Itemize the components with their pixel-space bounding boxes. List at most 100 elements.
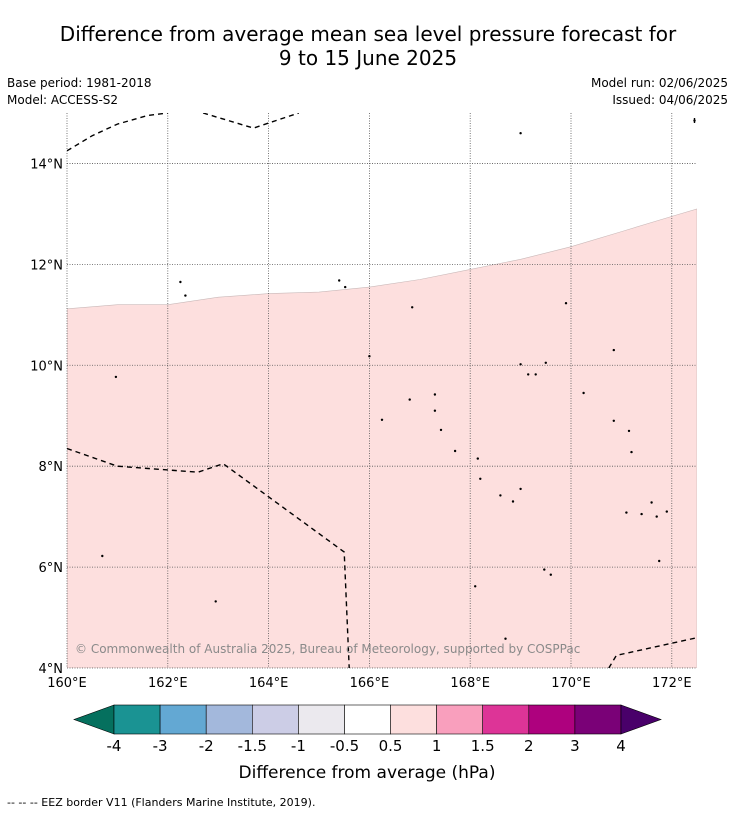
island-5 (338, 279, 341, 282)
island-24 (534, 373, 537, 376)
lat-tick-label: 10°N (30, 359, 63, 374)
colorbar-segment-4 (298, 704, 345, 735)
colorbar-segment-8 (482, 704, 530, 735)
lat-tick-label: 6°N (39, 561, 64, 576)
lon-tick-label: 160°E (47, 676, 87, 691)
island-14 (453, 449, 457, 453)
island-23 (527, 373, 530, 376)
island-7 (368, 355, 371, 358)
island-6 (344, 285, 347, 289)
colorbar-segment-6 (390, 704, 437, 735)
colorbar-segment-2 (205, 704, 253, 735)
colorbar-segment-10 (574, 704, 622, 735)
eez-border-3 (608, 637, 697, 668)
island-29 (582, 391, 585, 395)
island-10 (408, 398, 411, 401)
eez-border-1 (202, 113, 300, 129)
island-32 (627, 429, 631, 433)
eez-legend-footer: -- -- -- EEZ border V11 (Flanders Marine… (7, 796, 316, 809)
lon-tick-label: 166°E (350, 676, 390, 691)
island-25 (544, 361, 547, 364)
copyright-notice: © Commonwealth of Australia 2025, Bureau… (75, 642, 580, 656)
colorbar-tick-label: 4 (616, 737, 626, 755)
island-31 (612, 419, 615, 422)
island-22 (519, 363, 522, 366)
island-41 (693, 119, 696, 122)
colorbar-tick-label: 1.5 (471, 737, 495, 755)
colorbar-segment-3 (252, 704, 299, 735)
island-33 (630, 450, 633, 454)
eez-border-0 (67, 113, 168, 152)
lat-tick-label: 8°N (39, 460, 64, 475)
eez-border-2 (67, 447, 350, 668)
island-35 (640, 512, 643, 516)
island-18 (511, 500, 515, 503)
colorbar-tick-label: -0.5 (330, 737, 359, 755)
meta-left: Base period: 1981-2018 Model: ACCESS-S2 (7, 75, 152, 109)
colorbar-tick-label: -4 (107, 737, 122, 755)
island-21 (504, 637, 507, 640)
island-1 (101, 554, 104, 558)
island-3 (184, 294, 187, 297)
colorbar: -4 -3 -2 -1.5 -1 -0.5 0.5 1 1.5 2 3 4 (73, 704, 662, 755)
island-11 (433, 393, 437, 396)
colorbar-segment-7 (436, 704, 484, 735)
island-2 (179, 280, 182, 284)
colorbar-tick-label: -1.5 (238, 737, 267, 755)
lon-tick-label: 164°E (249, 676, 289, 691)
lat-tick-label: 14°N (30, 157, 63, 172)
title-line-2: 9 to 15 June 2025 (278, 46, 458, 70)
island-13 (439, 428, 443, 432)
lat-tick-label: 4°N (39, 662, 64, 677)
colorbar-label: Difference from average (hPa) (239, 763, 496, 783)
island-40 (519, 132, 522, 135)
island-26 (543, 568, 546, 571)
island-19 (519, 487, 522, 491)
meta-right: Model run: 02/06/2025 Issued: 04/06/2025 (591, 75, 728, 109)
colorbar-tick-label: -3 (153, 737, 168, 755)
island-0 (114, 375, 118, 379)
colorbar-segment-5 (344, 704, 391, 735)
island-20 (474, 585, 477, 588)
island-27 (549, 573, 552, 576)
colorbar-tick-label: 3 (570, 737, 580, 755)
map-layer: 160°E 162°E 164°E 166°E 168°E 170°E 172°E 4°N 6°… (30, 113, 697, 691)
colorbar-extend-high (620, 704, 662, 735)
island-37 (655, 515, 658, 518)
model-name: Model: ACCESS-S2 (7, 93, 119, 107)
anomaly-region (67, 208, 697, 668)
colorbar-tick-label: 0.5 (379, 737, 403, 755)
island-9 (411, 306, 414, 309)
model-run: Model run: 02/06/2025 (590, 76, 728, 90)
colorbar-tick-label: 2 (524, 737, 534, 755)
colorbar-extend-low (73, 704, 115, 735)
lon-tick-label: 172°E (652, 676, 692, 691)
island-15 (476, 457, 479, 460)
island-36 (650, 501, 653, 504)
island-8 (380, 418, 384, 421)
island-12 (433, 409, 437, 412)
lon-tick-label: 170°E (551, 676, 591, 691)
colorbar-segment-9 (528, 704, 576, 735)
island-4 (214, 600, 217, 603)
island-39 (658, 559, 661, 563)
island-30 (612, 348, 615, 352)
lon-tick-label: 168°E (450, 676, 490, 691)
island-38 (665, 510, 668, 513)
base-period: Base period: 1981-2018 (7, 76, 152, 90)
colorbar-tick-label: -1 (291, 737, 306, 755)
title-line-1: Difference from average mean sea level p… (59, 22, 677, 46)
colorbar-tick-label: 1 (432, 737, 442, 755)
chart-title: Difference from average mean sea level p… (0, 22, 736, 70)
island-17 (499, 494, 502, 497)
lon-tick-label: 162°E (148, 676, 188, 691)
issued-date: Issued: 04/06/2025 (612, 93, 728, 107)
lat-tick-label: 12°N (30, 258, 63, 273)
island-28 (564, 302, 568, 305)
island-16 (479, 477, 482, 480)
colorbar-segment-1 (159, 704, 207, 735)
colorbar-tick-label: -2 (199, 737, 214, 755)
colorbar-segment-0 (113, 704, 161, 735)
island-34 (625, 511, 628, 514)
